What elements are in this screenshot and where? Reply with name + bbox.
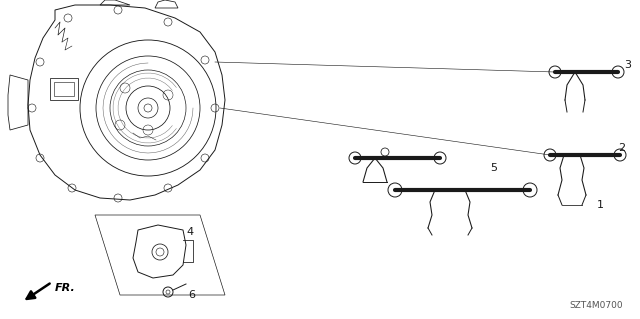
Text: FR.: FR. (55, 283, 76, 293)
Text: 1: 1 (596, 200, 604, 210)
Text: SZT4M0700: SZT4M0700 (570, 301, 623, 310)
Bar (54, 82, 74, 96)
Text: 5: 5 (490, 163, 497, 173)
Bar (50, 78, 78, 100)
Text: 4: 4 (186, 227, 193, 237)
Text: 6: 6 (189, 290, 195, 300)
Text: 3: 3 (625, 60, 632, 70)
Text: 2: 2 (618, 143, 625, 153)
